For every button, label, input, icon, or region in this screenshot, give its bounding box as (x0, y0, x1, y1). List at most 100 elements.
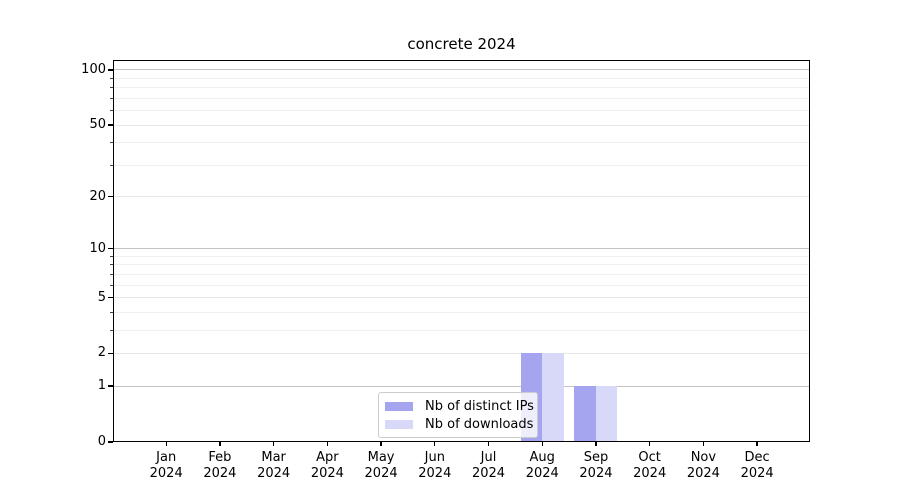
y-minor-tick (110, 77, 113, 79)
x-tick-label-year: 2024 (203, 466, 237, 481)
x-tick-label-month: Jun (424, 450, 445, 465)
x-tick (434, 442, 436, 446)
gridline-major (113, 248, 810, 250)
x-tick-label-year: 2024 (633, 466, 667, 481)
y-tick-label: 50 (89, 117, 106, 133)
x-tick (595, 442, 597, 446)
legend-item-distinct-ips: Nb of distinct IPs (385, 397, 534, 415)
y-minor-tick (110, 142, 113, 144)
x-tick-label-month: Nov (690, 450, 717, 465)
gridline-minor (113, 77, 810, 79)
x-tick-label: Mar 2024 (246, 450, 302, 482)
y-tick-label: 0 (97, 434, 106, 449)
y-tick (108, 195, 113, 198)
x-tick-label-month: Aug (529, 450, 555, 465)
gridline-minor (113, 164, 810, 166)
gridline-minor (113, 329, 810, 331)
y-tick (108, 69, 113, 71)
x-tick-label: Oct 2024 (622, 450, 678, 482)
y-tick-label: 5 (97, 289, 106, 305)
legend: Nb of distinct IPs Nb of downloads (378, 392, 538, 438)
x-tick-label: Jan 2024 (138, 450, 194, 482)
x-tick-label-year: 2024 (579, 466, 613, 481)
x-tick (487, 442, 490, 446)
y-minor-tick (110, 273, 113, 275)
gridline-minor (113, 264, 810, 266)
x-tick-label: Jul 2024 (461, 450, 517, 482)
y-tick-label: 20 (89, 188, 106, 204)
y-minor-tick (110, 329, 113, 331)
gridline-minor (113, 284, 810, 286)
x-tick (756, 442, 758, 446)
y-minor-tick (110, 97, 113, 99)
x-tick (541, 442, 543, 446)
x-tick-label-year: 2024 (149, 466, 183, 481)
x-tick-label-month: Oct (638, 450, 661, 465)
x-tick-label-month: Sep (583, 450, 609, 465)
legend-label-downloads: Nb of downloads (425, 416, 534, 432)
gridline-mid (113, 124, 810, 126)
y-tick (108, 385, 113, 387)
plot-border (113, 60, 810, 442)
x-tick-label-year: 2024 (364, 466, 398, 481)
y-minor-tick (110, 110, 113, 112)
gridline-major (113, 69, 810, 71)
gridline-minor (113, 142, 810, 144)
x-tick-label: Jun 2024 (407, 450, 463, 482)
y-minor-tick (110, 311, 113, 313)
gridline-minor (113, 87, 810, 89)
y-tick (108, 248, 113, 250)
chart-title: concrete 2024 (407, 35, 516, 53)
gridline-minor (113, 110, 810, 112)
y-minor-tick (110, 164, 113, 166)
x-tick-label: May 2024 (353, 450, 409, 482)
y-tick (108, 124, 113, 126)
x-tick (326, 442, 329, 446)
gridline-mid (113, 297, 810, 299)
x-tick-label-month: Jan (156, 450, 177, 465)
gridline-minor (113, 273, 810, 275)
x-tick (272, 442, 275, 446)
y-minor-tick (110, 284, 113, 286)
x-tick-label-month: Dec (744, 450, 770, 465)
x-tick-label-year: 2024 (257, 466, 291, 481)
x-tick (219, 442, 221, 446)
gridline-minor (113, 97, 810, 99)
y-tick (108, 296, 113, 299)
x-tick (165, 442, 167, 446)
x-tick-label-month: Mar (261, 450, 286, 465)
y-tick-label: 2 (97, 345, 106, 361)
x-tick-label-year: 2024 (740, 466, 774, 481)
y-tick (108, 441, 113, 443)
x-tick-label-year: 2024 (471, 466, 506, 481)
x-tick-label-month: Jul (480, 450, 497, 465)
gridline-minor (113, 311, 810, 313)
x-tick-label: Sep 2024 (568, 450, 624, 482)
bar-nb-of-downloads-aug (542, 353, 564, 442)
x-tick-label-month: Feb (208, 450, 232, 465)
legend-label-distinct-ips: Nb of distinct IPs (425, 398, 534, 414)
x-tick (648, 442, 651, 446)
x-tick-label: Apr 2024 (299, 450, 355, 482)
x-tick-label-year: 2024 (525, 466, 559, 481)
gridline-mid (113, 196, 810, 198)
x-tick-label-year: 2024 (686, 466, 720, 481)
bar-nb-of-downloads-sep (595, 386, 618, 442)
x-tick-label: Dec 2024 (729, 450, 785, 482)
bar-nb-of-distinct-ips-sep (574, 386, 596, 442)
x-tick-label: Nov 2024 (675, 450, 731, 482)
x-tick (702, 442, 705, 446)
gridline-major (113, 385, 810, 387)
x-tick-label-month: Apr (316, 450, 339, 465)
x-tick-label: Feb 2024 (192, 450, 248, 482)
gridline-mid (113, 352, 810, 354)
legend-swatch-downloads-icon (385, 419, 413, 429)
x-tick-label-month: May (367, 450, 395, 465)
y-minor-tick (110, 87, 113, 89)
y-tick (108, 352, 113, 355)
x-tick (380, 442, 382, 446)
gridline-minor (113, 255, 810, 257)
x-tick-label-year: 2024 (310, 466, 344, 481)
y-minor-tick (110, 255, 113, 257)
